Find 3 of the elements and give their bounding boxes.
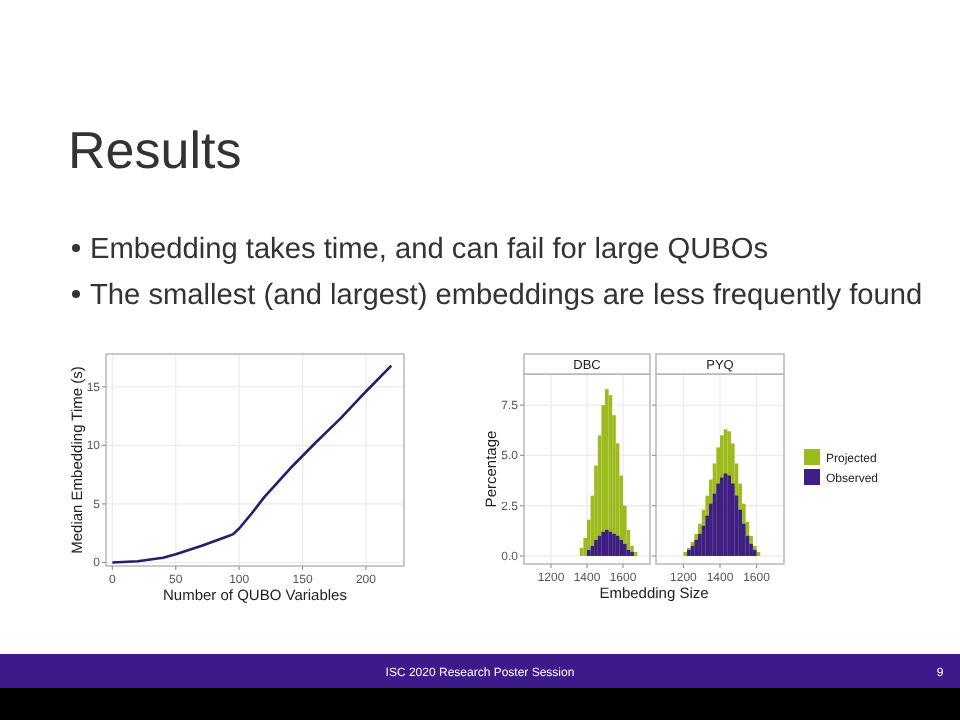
text: The smallest (and largest) embeddings are less frequently found: [90, 280, 923, 312]
chart-title: Results: [68, 120, 242, 180]
text: Embedding takes time, and can fail for large QUBOs: [90, 234, 769, 266]
